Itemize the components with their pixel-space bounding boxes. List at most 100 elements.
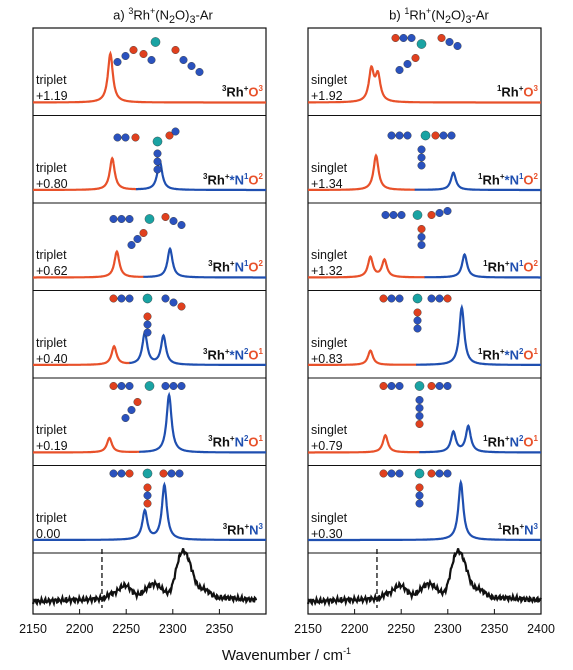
- molecule-atom: [125, 214, 134, 223]
- structure-label-part: *N: [504, 171, 519, 187]
- structure-label: 3Rh+N2O1: [208, 434, 263, 449]
- x-tick-label: 2300: [433, 622, 462, 636]
- spin-state: triplet: [36, 248, 67, 262]
- relative-energy: +0.80: [36, 176, 68, 191]
- simulated-spectrum-orange: [308, 153, 416, 191]
- molecule-atom: [177, 302, 186, 311]
- molecule-atom: [387, 382, 396, 391]
- spin-state: singlet: [311, 73, 348, 87]
- structure-label-part: 3: [533, 521, 538, 531]
- simulated-spectrum-orange: [308, 349, 417, 366]
- structure-label-part: +: [224, 171, 230, 181]
- structure-label-part: O: [523, 171, 534, 187]
- molecule-atom: [397, 210, 406, 219]
- molecule-atom: [427, 382, 436, 391]
- state-label: triplet +0.62: [36, 247, 68, 279]
- molecule-atom: [379, 294, 388, 303]
- molecule-atom: [150, 37, 161, 47]
- structure-label-part: Rh: [227, 521, 245, 537]
- state-label: singlet +1.32: [311, 247, 347, 279]
- panel-frame: [307, 27, 542, 615]
- structure-label-part: O: [523, 434, 534, 450]
- molecule-atom: [179, 56, 188, 65]
- x-tick-label: 2150: [19, 622, 47, 636]
- molecule-atom: [381, 210, 390, 219]
- simulated-spectrum-blue: [33, 481, 266, 542]
- molecule-atom: [403, 131, 412, 140]
- spin-superscript: 1: [496, 84, 502, 93]
- relative-energy: +1.32: [311, 264, 343, 278]
- spin-superscript: 3: [221, 84, 227, 93]
- molecule-atom: [435, 469, 444, 478]
- molecule-atom: [125, 469, 134, 478]
- molecule-atom: [443, 206, 452, 215]
- state-label: triplet +0.80: [36, 160, 68, 192]
- structure-label-part: N: [234, 434, 244, 450]
- molecule-atom: [133, 398, 142, 407]
- molecule-atom: [415, 396, 424, 405]
- molecule-atom: [391, 34, 400, 43]
- relative-energy: +0.62: [36, 264, 68, 278]
- molecule-atom: [443, 469, 452, 478]
- structure-label-part: Rh: [207, 346, 225, 362]
- molecule-atom: [417, 145, 426, 154]
- x-tick-label: 2150: [294, 622, 322, 636]
- molecule-atom: [379, 382, 388, 391]
- molecule-atom: [147, 56, 156, 65]
- molecule-atom: [413, 308, 422, 317]
- structure-label-part: 1: [243, 171, 249, 181]
- molecule-atom: [417, 224, 426, 233]
- structure-label: 1Rh+N3: [498, 522, 538, 537]
- state-label: singlet +0.79: [311, 422, 347, 454]
- molecule-atom: [125, 294, 134, 303]
- molecule-atom: [427, 294, 436, 303]
- structure-label: 1Rh+*N2O1: [478, 347, 538, 362]
- molecule-atom: [161, 382, 170, 391]
- structure-label-part: Rh: [501, 84, 519, 100]
- structure-label-part: O: [523, 346, 534, 362]
- state-label: singlet +1.34: [311, 160, 347, 192]
- spin-state: singlet: [311, 423, 348, 437]
- structure-label-part: *N: [504, 346, 519, 362]
- state-label: triplet +1.19: [36, 72, 68, 104]
- molecule-atom: [143, 499, 152, 508]
- molecule-atom: [415, 404, 424, 413]
- molecule-atom: [143, 491, 152, 500]
- molecule-atom: [395, 294, 404, 303]
- molecule-atom: [125, 382, 134, 391]
- molecule-atom: [427, 210, 436, 219]
- structure-label-part: +: [499, 171, 505, 181]
- molecule-atom: [411, 54, 420, 63]
- molecule-atom: [431, 131, 440, 140]
- simulated-spectrum-blue: [416, 303, 541, 366]
- structure-label-part: O: [248, 346, 259, 362]
- structure-label-part: +: [224, 346, 230, 356]
- state-label: triplet 0.00: [36, 510, 67, 542]
- x-tick-label: 2400: [527, 622, 555, 636]
- structure-label-part: 3: [533, 84, 538, 93]
- molecule-atom: [117, 214, 126, 223]
- structure-label-part: 1: [243, 259, 249, 268]
- molecule-atom: [153, 157, 162, 166]
- molecule-atom: [413, 324, 422, 333]
- structure-label: 3Rh+O3: [222, 84, 263, 99]
- structure-label-part: Rh: [482, 171, 500, 187]
- structure-label: 3Rh+N3: [223, 522, 263, 537]
- x-tick-label: 2200: [65, 622, 94, 636]
- molecule-atom: [417, 240, 426, 249]
- simulated-spectrum-orange: [33, 156, 137, 191]
- molecule-atom: [142, 468, 153, 479]
- molecule-atom: [427, 469, 436, 478]
- structure-label-part: O: [248, 84, 259, 100]
- molecule-atom: [414, 468, 425, 479]
- simulated-spectrum-orange: [33, 436, 140, 454]
- molecule-atom: [435, 294, 444, 303]
- structure-label-part: N: [509, 259, 519, 275]
- structure-label-part: +: [229, 434, 235, 443]
- simulated-spectrum-blue: [129, 330, 266, 366]
- molecule-atom: [416, 39, 427, 49]
- relative-energy: +0.83: [311, 351, 343, 366]
- molecule-atom: [387, 469, 396, 478]
- molecule-atom: [414, 381, 425, 391]
- structure-label-part: O: [523, 84, 534, 100]
